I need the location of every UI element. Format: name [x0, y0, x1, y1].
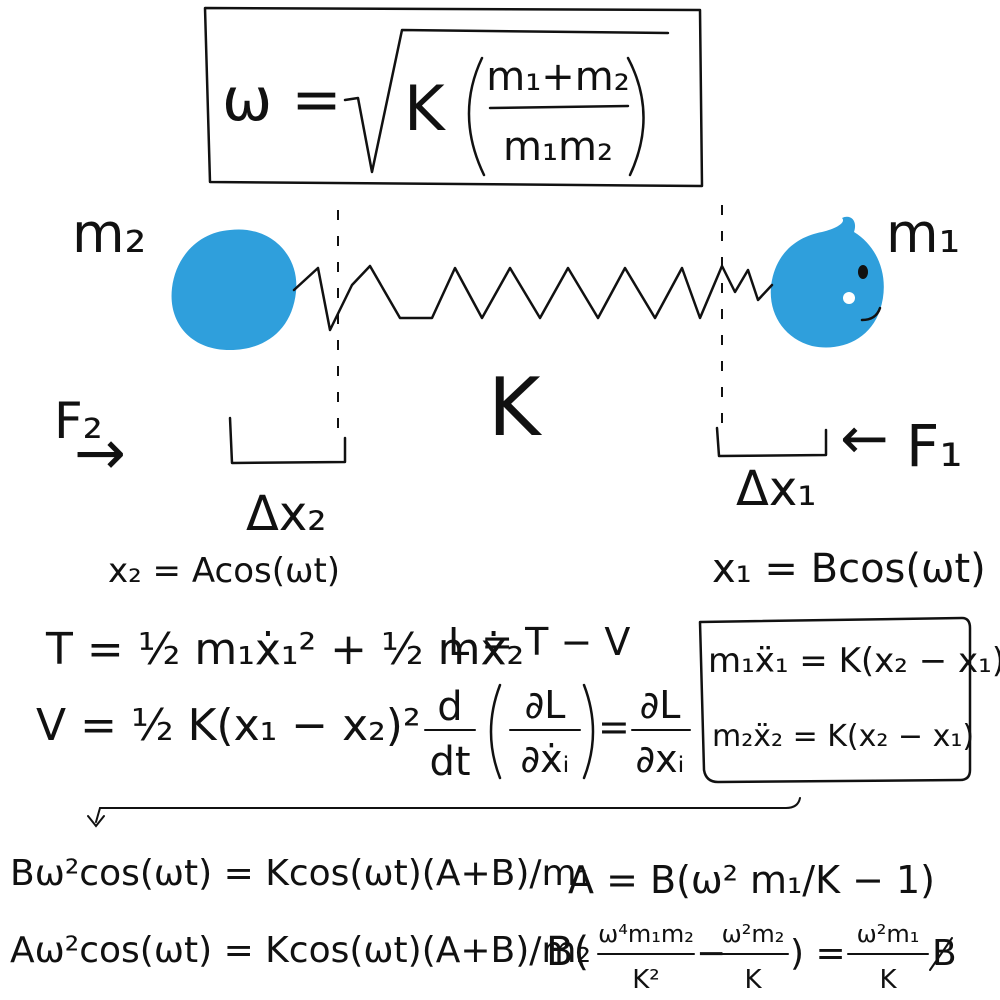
smiley-face-icon — [843, 265, 882, 322]
fraction-bar — [488, 104, 630, 110]
eom-box-frame — [698, 616, 972, 784]
el-paren-close — [582, 683, 595, 780]
formula-denominator: m₁m₂ — [503, 124, 613, 170]
mass-right-ball — [770, 216, 884, 348]
potential-energy-eq: V = ½ K(x₁ − x₂)² — [36, 700, 421, 751]
frac3-num: ω²m₁ — [857, 920, 920, 948]
spring-constant-label: K — [488, 361, 543, 454]
frac1-den: K² — [632, 965, 659, 995]
paren-open — [467, 56, 486, 177]
mass-label-left: m₂ — [72, 202, 146, 265]
formula-k: K — [404, 72, 446, 145]
formula-numerator: m₁+m₂ — [486, 54, 630, 100]
b-open: B( — [546, 929, 589, 975]
close-equals: ) = — [790, 933, 846, 974]
displacement-bracket-left — [228, 416, 347, 465]
displacement-label-right: Δx₁ — [736, 461, 816, 517]
derivation-b-eq: B( ω⁴m₁m₂ K² − ω²m₂ K ) = ω²m₁ K B — [546, 920, 957, 995]
eom-line-2: m₂ẍ₂ = K(x₂ − x₁) — [712, 719, 974, 754]
el-dl1: ∂L — [525, 683, 566, 727]
frac3-den: K — [879, 965, 897, 995]
connector-arrow-icon — [87, 797, 801, 828]
derivation-line-2: Aω²cos(ωt) = Kcos(ωt)(A+B)/m₂ — [10, 930, 591, 971]
lagrangian-eq: L = T − V — [448, 620, 630, 664]
force-arrow-left-icon: ← — [840, 404, 889, 472]
radical-sign — [343, 28, 670, 174]
formula-box-frame — [203, 6, 704, 188]
displacement-label-left: Δx₂ — [246, 486, 326, 542]
force-label-right: F₁ — [906, 412, 963, 480]
el-paren-open — [489, 683, 502, 780]
kinetic-energy-eq: T = ½ m₁ẋ₁² + ½ mẋ₂ — [45, 624, 524, 675]
frac1-num: ω⁴m₁m₂ — [598, 920, 694, 948]
b-tail-strike — [929, 937, 953, 971]
el-dx: ∂xᵢ — [636, 737, 685, 781]
el-dl2: ∂L — [640, 683, 681, 727]
el-d: d — [437, 684, 462, 730]
el-dxdot: ∂ẋᵢ — [521, 737, 570, 781]
euler-lagrange-eq: d dt ∂L ∂ẋᵢ = ∂L ∂xᵢ — [424, 683, 691, 785]
force-arrow-right-icon: → — [74, 416, 126, 489]
derivation-a-eq: A = B(ω² m₁/K − 1) — [568, 858, 935, 902]
b-tail: B — [932, 933, 957, 974]
frac2-num: ω²m₂ — [722, 920, 785, 948]
position-eq-right: x₁ = Bcos(ωt) — [712, 546, 986, 592]
derivation-line-1: Bω²cos(ωt) = Kcos(ωt)(A+B)/m₁ — [10, 853, 591, 894]
spring-coil — [292, 264, 774, 332]
position-eq-left: x₂ = Acos(ωt) — [108, 551, 340, 591]
el-equals: = — [598, 705, 630, 749]
eom-line-1: m₁ẍ₁ = K(x₂ − x₁) — [708, 641, 1000, 681]
mass-left-ball — [171, 229, 297, 350]
omega-lhs: ω = — [222, 65, 342, 135]
mass-label-right: m₁ — [886, 202, 960, 265]
frac2-den: K — [744, 965, 762, 995]
displacement-bracket-right — [715, 426, 828, 458]
paren-close — [626, 56, 645, 177]
el-dt: dt — [429, 739, 470, 785]
force-label-left: F₂ — [54, 392, 103, 450]
